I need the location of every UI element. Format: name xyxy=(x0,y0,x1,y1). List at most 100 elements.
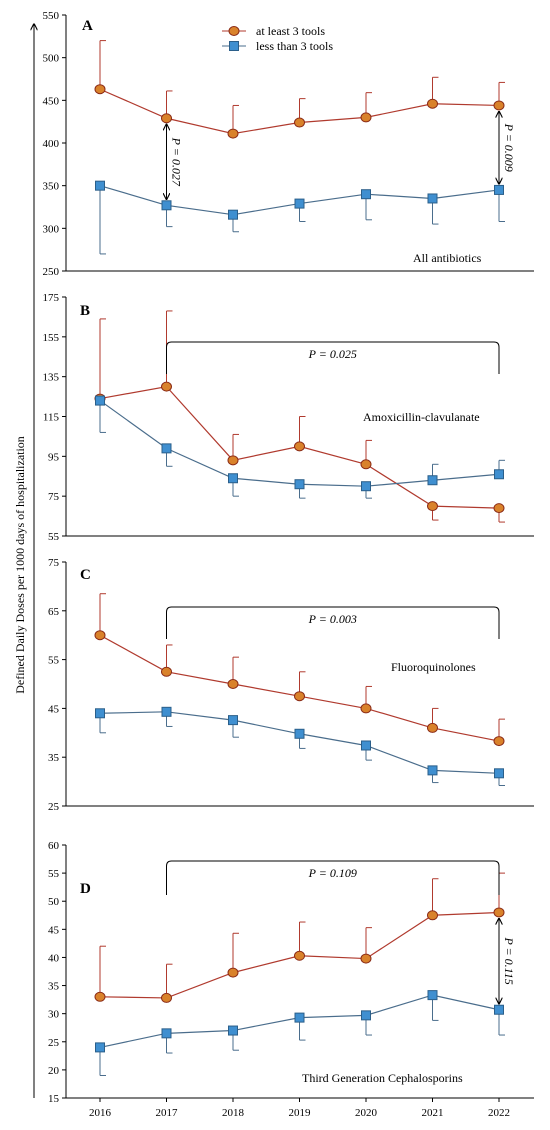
panel-c-ytick-label: 75 xyxy=(48,557,60,569)
panel-a-ytick-label: 550 xyxy=(43,10,60,22)
panel-a-ytick-label: 400 xyxy=(43,138,60,150)
panel-b-letter: B xyxy=(80,303,90,319)
panel-c-point-atleast3 xyxy=(94,630,106,641)
xtick-label: 2016 xyxy=(89,1107,112,1119)
panel-d-point-lessthan3 xyxy=(361,1010,371,1021)
panel-d-letter: D xyxy=(80,881,91,897)
panel-a-point-atleast3 xyxy=(94,84,106,95)
panel-b-ytick-label: 55 xyxy=(48,531,60,543)
panel-a-point-lessthan3 xyxy=(294,198,305,209)
panel-d-point-atleast3 xyxy=(227,967,239,978)
legend-label-at-least-3: at least 3 tools xyxy=(256,24,325,38)
panel-d-point-atleast3 xyxy=(493,907,505,918)
panel-b-ytick-label: 75 xyxy=(48,491,60,503)
panel-a: A All antibiotics 250300350400450500550 … xyxy=(43,10,534,278)
panel-c-ytick-label: 25 xyxy=(48,801,60,813)
panel-c-pvalue: P = 0.003 xyxy=(308,612,357,626)
panel-d-bracket xyxy=(166,860,500,895)
panel-d-pvalue: P = 0.115 xyxy=(502,936,516,984)
panel-c-point-lessthan3 xyxy=(427,765,438,776)
panel-a-point-lessthan3 xyxy=(95,180,105,191)
panel-d-ytick-label: 50 xyxy=(48,896,60,908)
panel-c-point-lessthan3 xyxy=(228,715,238,726)
panel-d-point-lessthan3 xyxy=(427,990,438,1001)
xtick-label: 2017 xyxy=(156,1107,179,1119)
panel-a-point-atleast3 xyxy=(161,113,172,124)
panel-c-point-atleast3 xyxy=(294,691,305,702)
panel-d-ytick-label: 15 xyxy=(48,1093,60,1105)
panel-c: C Fluoroquinolones 25 35 45 55 65 75 P = 0.00… xyxy=(48,557,534,813)
panel-d: D Third Generation Cephalosporins 15 20 25… xyxy=(48,840,534,1119)
panel-c-point-atleast3 xyxy=(493,736,505,747)
panel-a-ytick-label: 450 xyxy=(43,95,60,107)
panel-a-pvalue: P = 0.027 xyxy=(170,137,184,187)
panel-c-point-lessthan3 xyxy=(161,706,172,717)
panel-c-point-lessthan3 xyxy=(494,768,504,779)
panel-c-bracket xyxy=(166,606,500,639)
panel-b-point-atleast3 xyxy=(360,459,372,470)
panel-c-ytick-label: 45 xyxy=(48,703,60,715)
panel-b-point-atleast3 xyxy=(294,441,305,452)
panel-a-point-lessthan3 xyxy=(427,193,438,204)
panel-a-ytick-label: 300 xyxy=(43,223,60,235)
panel-b-point-lessthan3 xyxy=(161,443,172,454)
panel-c-letter: C xyxy=(80,567,91,583)
panel-d-point-lessthan3 xyxy=(228,1025,238,1036)
panel-c-point-lessthan3 xyxy=(294,728,305,739)
panel-a-point-lessthan3 xyxy=(361,189,371,200)
panel-a-point-atleast3 xyxy=(360,112,372,123)
panel-d-ytick-label: 45 xyxy=(48,924,60,936)
panel-b-point-lessthan3 xyxy=(294,479,305,490)
panel-d-point-lessthan3 xyxy=(95,1042,105,1053)
panel-a-ytick-label: 250 xyxy=(43,266,60,278)
panel-b-point-atleast3 xyxy=(161,381,172,392)
panel-b-ytick-label: 135 xyxy=(43,372,60,384)
panel-a-ytick-label: 350 xyxy=(43,181,60,193)
panel-d-ytick-label: 30 xyxy=(48,1009,60,1021)
xtick-label: 2018 xyxy=(222,1107,245,1119)
panel-b-point-lessthan3 xyxy=(361,481,371,492)
panel-b-point-lessthan3 xyxy=(494,469,504,480)
panel-d-ytick-label: 35 xyxy=(48,981,60,993)
panel-d-ytick-label: 25 xyxy=(48,1037,60,1049)
panel-d-point-atleast3 xyxy=(161,992,172,1003)
panel-d-point-lessthan3 xyxy=(494,1004,504,1015)
panel-b-note: Amoxicillin-clavulanate xyxy=(363,410,480,424)
panel-a-point-atleast3 xyxy=(427,98,438,109)
xtick-label: 2021 xyxy=(422,1107,444,1119)
panel-d-pvalue: P = 0.109 xyxy=(308,866,357,880)
global-y-label: Defined Daily Doses per 1000 days of hos… xyxy=(13,436,27,694)
panel-b-point-atleast3 xyxy=(427,501,438,512)
legend: at least 3 tools less than 3 tools xyxy=(222,24,333,53)
panel-c-point-atleast3 xyxy=(427,722,438,733)
panel-a-note: All antibiotics xyxy=(413,251,482,265)
xtick-label: 2022 xyxy=(488,1107,510,1119)
panel-d-point-lessthan3 xyxy=(294,1012,305,1023)
panel-c-note: Fluoroquinolones xyxy=(391,660,476,674)
panel-a-point-atleast3 xyxy=(493,100,505,111)
panel-c-ytick-label: 55 xyxy=(48,655,60,667)
panel-d-note: Third Generation Cephalosporins xyxy=(302,1071,463,1085)
legend-marker-square xyxy=(229,41,239,51)
panel-a-point-lessthan3 xyxy=(161,200,172,211)
panel-a-pvalue: P = 0.009 xyxy=(502,123,516,172)
shared-x-ticks: 2016 2017 2018 2019 2020 2021 2022 xyxy=(89,1098,510,1119)
panel-c-point-atleast3 xyxy=(227,679,239,689)
panel-b-ytick-label: 95 xyxy=(48,451,60,463)
panel-b-pvalue: P = 0.025 xyxy=(308,347,357,361)
panel-a-point-lessthan3 xyxy=(228,209,238,220)
panel-b: B Amoxicillin-clavulanate 55 75 95 115 135 15… xyxy=(43,292,534,543)
panel-b-ytick-label: 155 xyxy=(43,332,60,344)
panel-d-ytick-label: 55 xyxy=(48,868,60,880)
panel-c-point-atleast3 xyxy=(360,703,372,714)
legend-label-less-than-3: less than 3 tools xyxy=(256,39,333,53)
panel-d-ytick-label: 20 xyxy=(48,1065,60,1077)
panel-a-point-lessthan3 xyxy=(494,184,504,195)
panel-d-point-atleast3 xyxy=(427,910,438,921)
legend-marker-circle xyxy=(228,26,240,36)
panel-b-bracket xyxy=(166,341,500,374)
panel-d-ytick-label: 60 xyxy=(48,840,60,852)
panel-d-point-atleast3 xyxy=(94,991,106,1002)
panel-a-point-atleast3 xyxy=(294,117,305,128)
